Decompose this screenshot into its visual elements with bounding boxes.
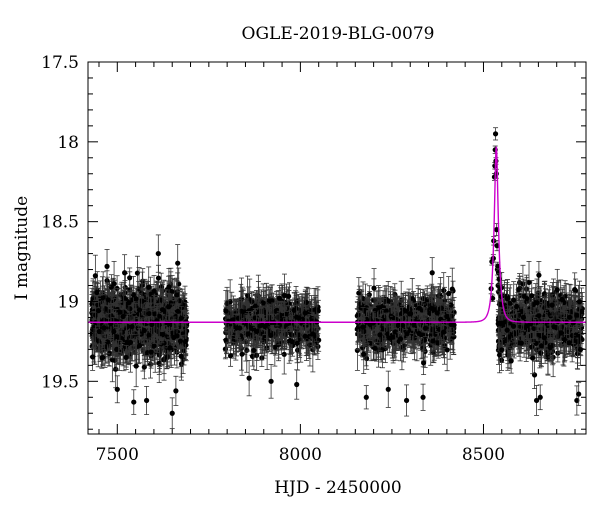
data-point bbox=[173, 375, 179, 406]
chart-title: OGLE-2019-BLG-0079 bbox=[242, 24, 435, 44]
data-point bbox=[363, 385, 369, 410]
y-tick-label: 18.5 bbox=[41, 213, 79, 233]
data-point bbox=[175, 244, 181, 283]
data-point bbox=[143, 386, 150, 415]
y-tick-label: 19.5 bbox=[41, 372, 79, 392]
y-tick-label: 18 bbox=[57, 133, 79, 153]
x-axis: 7500 8000 8500 bbox=[96, 62, 576, 465]
y-tick-label: 19 bbox=[57, 292, 79, 312]
y-axis-label: I magnitude bbox=[12, 196, 32, 300]
y-tick-label: 17.5 bbox=[41, 53, 79, 73]
data-point bbox=[533, 385, 540, 416]
data-point bbox=[429, 257, 435, 289]
y-axis: 17.5 18 18.5 19 19.5 bbox=[41, 53, 586, 430]
data-point bbox=[155, 234, 161, 273]
plot-frame bbox=[87, 61, 587, 435]
data-point bbox=[385, 370, 391, 408]
data-point bbox=[537, 384, 543, 411]
event-point bbox=[492, 127, 499, 141]
data-point bbox=[420, 383, 426, 411]
data-point bbox=[403, 384, 410, 417]
x-tick-label: 8500 bbox=[462, 445, 505, 465]
x-axis-label: HJD - 2450000 bbox=[274, 478, 402, 498]
data-point bbox=[294, 369, 300, 400]
data-point bbox=[104, 249, 110, 284]
data-point bbox=[169, 397, 175, 430]
x-tick-label: 8000 bbox=[279, 445, 322, 465]
x-tick-label: 7500 bbox=[96, 445, 139, 465]
plot-area bbox=[88, 127, 586, 430]
data-point bbox=[131, 389, 137, 415]
